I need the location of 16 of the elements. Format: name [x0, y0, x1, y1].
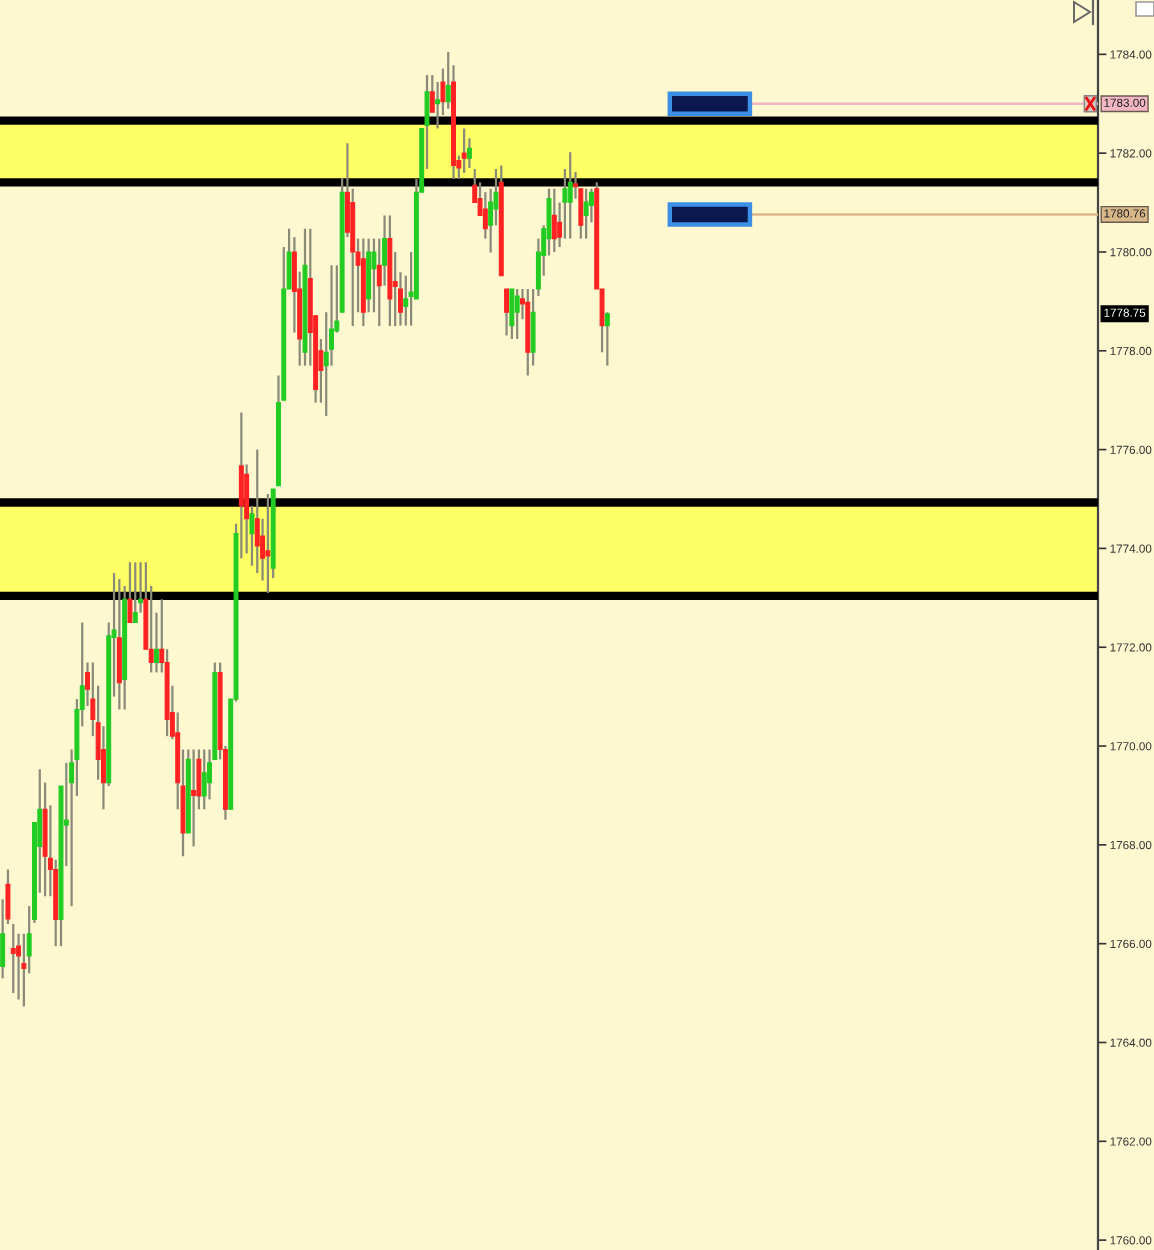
candlestick: [10, 922, 16, 995]
candlestick: [461, 127, 467, 175]
candlestick: [254, 448, 260, 575]
candlestick: [514, 287, 520, 341]
candlestick: [191, 748, 197, 848]
candlestick: [509, 287, 515, 341]
candlestick: [583, 187, 589, 240]
candlestick: [551, 187, 557, 254]
candlestick: [567, 151, 573, 240]
candlestick: [504, 287, 510, 337]
candlestick: [116, 577, 122, 711]
candlestick: [265, 492, 271, 594]
candlestick: [604, 311, 610, 367]
candlestick: [16, 932, 22, 1001]
candlestick: [132, 561, 138, 624]
candlestick: [201, 748, 207, 811]
